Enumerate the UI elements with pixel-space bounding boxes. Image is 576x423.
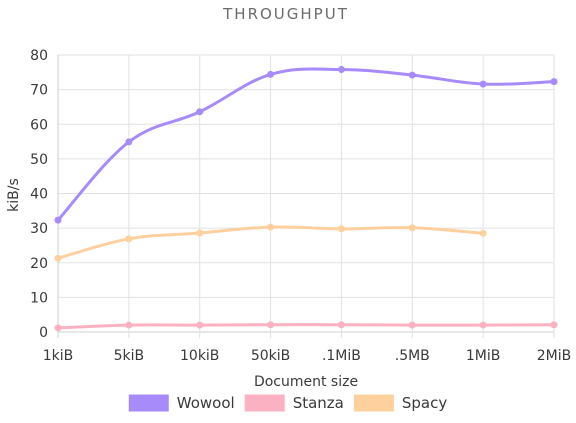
x-tick-label: .1MiB [322,348,361,364]
data-point-spacy [125,235,133,243]
legend-swatch [128,394,169,412]
y-tick-label: 30 [30,221,48,237]
y-tick-label: 60 [30,117,48,133]
legend-item-wowool[interactable]: Wowool [128,394,235,412]
y-axis-label: kiB/s [6,178,22,212]
x-axis-ticks: 1kiB 5kiB 10kiB 50kiB .1MiB .5MB 1MiB 2MiB [43,348,572,364]
x-tick-label: 50kiB [251,348,290,364]
data-point-wowool [267,70,275,78]
data-point-wowool [479,80,487,88]
data-point-spacy [479,229,487,237]
data-point-wowool [196,108,204,116]
legend-item-spacy[interactable]: Spacy [353,394,447,412]
data-point-stanza [196,321,204,329]
x-tick-label: 2MiB [537,348,571,364]
y-axis-ticks: 0 10 20 30 40 50 60 70 80 [30,48,48,341]
data-point-stanza [408,321,416,329]
series-wowool [54,66,558,224]
y-tick-label: 10 [30,290,48,306]
data-point-spacy [196,229,204,237]
legend-label: Stanza [293,394,344,412]
data-point-stanza [479,321,487,329]
y-tick-label: 70 [30,83,48,99]
series-line-wowool [56,67,556,222]
legend-swatch [244,394,285,412]
legend-label: Wowool [177,394,235,412]
y-tick-label: 40 [30,187,48,203]
series-stanza [54,321,558,332]
x-tick-label: 10kiB [180,348,219,364]
data-point-wowool [550,78,558,86]
legend-label: Spacy [402,394,447,412]
data-point-stanza [550,321,558,329]
data-point-stanza [267,321,275,329]
legend: Wowool Stanza Spacy [128,394,447,412]
data-point-stanza [337,321,345,329]
data-point-wowool [125,138,133,146]
data-point-wowool [337,66,345,74]
x-tick-label: .5MB [395,348,430,364]
data-point-spacy [408,224,416,232]
data-point-spacy [337,225,345,233]
x-axis-label: Document size [254,374,358,390]
data-point-spacy [54,254,62,262]
grid [57,54,555,338]
data-point-wowool [54,216,62,224]
data-point-stanza [125,321,133,329]
data-point-spacy [267,223,275,231]
data-point-wowool [408,71,416,79]
x-tick-label: 1kiB [43,348,74,364]
data-point-stanza [54,324,62,332]
series-line-stanza [56,323,556,330]
chart-title: THROUGHPUT [222,5,349,23]
y-tick-label: 20 [30,256,48,272]
y-tick-label: 50 [30,152,48,168]
x-tick-label: 5kiB [114,348,145,364]
y-tick-label: 0 [39,325,48,341]
series-spacy [54,223,487,262]
y-tick-label: 80 [30,48,48,64]
legend-swatch [353,394,394,412]
x-tick-label: 1MiB [466,348,500,364]
series-layer [54,66,558,332]
legend-item-stanza[interactable]: Stanza [244,394,344,412]
